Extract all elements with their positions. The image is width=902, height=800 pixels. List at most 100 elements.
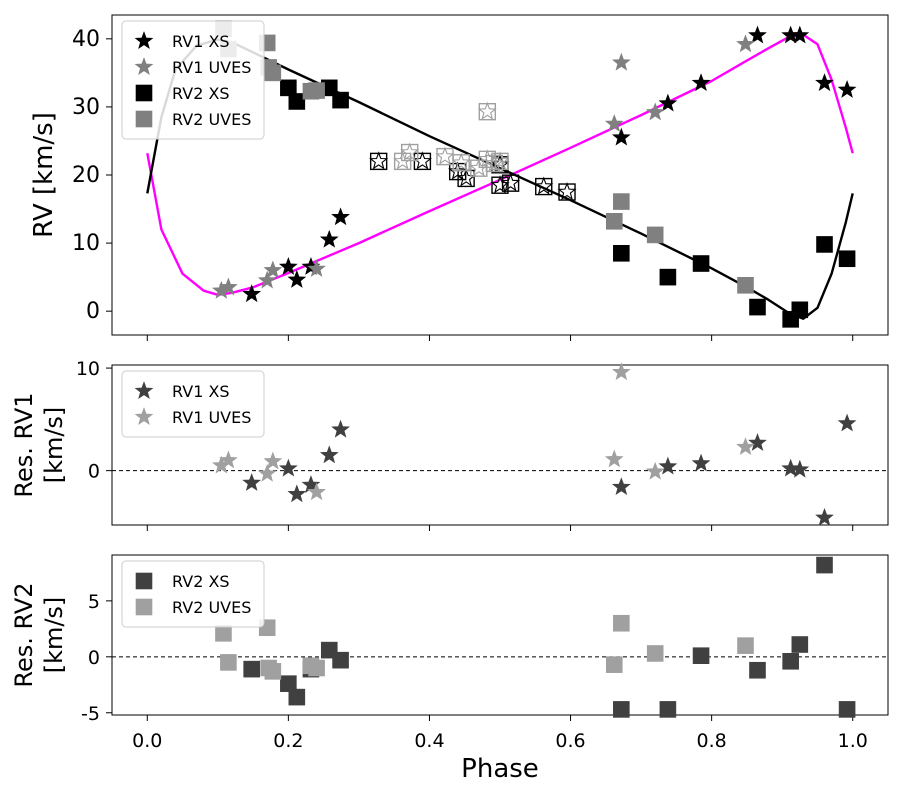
y-axis-label: Res. RV2[km/s]	[10, 582, 68, 687]
plot-frame	[111, 554, 889, 716]
data-point	[242, 284, 262, 303]
data-point	[838, 250, 856, 268]
data-point	[658, 93, 678, 112]
data-point-star	[490, 154, 510, 173]
data-point	[278, 458, 298, 477]
data-point	[264, 663, 282, 680]
data-point	[749, 298, 766, 316]
legend-marker	[135, 84, 153, 102]
data-point	[613, 614, 630, 632]
data-point	[748, 25, 767, 44]
data-point	[613, 244, 630, 262]
data-point	[659, 268, 677, 286]
legend-label: RV1 UVES	[172, 58, 251, 77]
x-tick-label: 0.8	[697, 730, 727, 752]
data-point	[242, 473, 262, 491]
data-point	[748, 433, 767, 451]
data-point-star	[490, 175, 510, 194]
data-point	[243, 660, 260, 678]
y-tick-label: 0	[88, 647, 100, 669]
x-tick-label: 0.0	[132, 730, 162, 752]
data-point-star	[451, 152, 471, 171]
data-point	[791, 301, 809, 319]
x-axis-label: Phase	[461, 754, 539, 784]
data-point	[816, 556, 833, 574]
data-point	[307, 482, 326, 501]
data-point	[307, 259, 326, 277]
data-point	[646, 645, 664, 662]
data-point	[490, 175, 510, 194]
legend-marker	[134, 381, 154, 399]
data-point-star	[400, 142, 420, 161]
data-point	[613, 701, 630, 718]
y-tick-label: 10	[76, 358, 100, 380]
data-point-star	[435, 146, 455, 165]
data-point	[658, 456, 678, 475]
rv-panel: 0 10 20 30 40 RV [km/s] RV1 XS RV1 UVES RV2 XS RV…	[29, 14, 889, 341]
data-point	[332, 91, 349, 109]
legend-marker	[134, 57, 154, 75]
y-tick-label: 0	[88, 461, 100, 483]
x-tick-label: 0.2	[273, 730, 303, 752]
data-point	[490, 151, 510, 171]
data-point	[215, 625, 232, 642]
data-point	[435, 146, 455, 166]
data-point	[534, 176, 554, 196]
data-point	[484, 153, 504, 173]
data-point	[263, 260, 283, 279]
data-point-star	[490, 151, 510, 170]
data-point	[331, 419, 350, 438]
legend-label: RV2 UVES	[172, 110, 251, 129]
data-point	[837, 80, 857, 98]
data-point	[308, 82, 325, 99]
data-point	[288, 688, 306, 706]
data-point	[288, 93, 306, 110]
y-axis-label-line: [km/s]	[40, 407, 68, 484]
data-point-star	[477, 101, 497, 120]
data-point	[604, 449, 624, 468]
rv1-model-curve	[146, 33, 854, 296]
data-point	[220, 654, 237, 671]
legend-label: RV2 UVES	[172, 598, 251, 617]
data-point	[501, 173, 521, 192]
legend-marker	[135, 110, 153, 128]
data-point-star	[469, 158, 489, 177]
data-point	[369, 151, 389, 171]
data-point	[219, 277, 238, 296]
data-point	[645, 102, 665, 121]
data-point	[691, 73, 711, 92]
data-point	[263, 451, 283, 470]
data-point	[749, 661, 766, 679]
data-point	[790, 25, 810, 44]
data-point	[611, 477, 631, 496]
x-tick-label: 0.6	[555, 730, 585, 752]
data-point-star	[393, 151, 413, 170]
data-point-star	[501, 173, 521, 192]
data-point	[611, 52, 631, 71]
y-tick-label: 5	[88, 591, 100, 613]
data-point-star	[557, 181, 577, 201]
y-tick-label: 10	[72, 231, 100, 256]
data-point	[737, 276, 754, 294]
res-rv2-panel: 0.0 0.2 0.4 0.6 0.8 1.0 -5 0 5 Res. RV2[km/s] Phas…	[10, 554, 889, 784]
data-point	[815, 507, 834, 526]
data-point-star	[412, 151, 432, 170]
data-point	[257, 270, 277, 289]
legend-marker	[134, 407, 154, 425]
data-point	[308, 659, 325, 677]
data-point	[287, 484, 307, 503]
data-point	[691, 453, 711, 472]
data-point	[319, 445, 339, 464]
data-point	[280, 79, 297, 97]
data-point	[781, 458, 801, 477]
y-axis-label-line: [km/s]	[40, 597, 68, 674]
y-tick-label: 40	[72, 27, 100, 52]
data-point	[393, 151, 413, 171]
legend-marker	[135, 598, 153, 616]
legend-box	[121, 20, 265, 140]
data-point	[605, 656, 623, 673]
data-point-star	[369, 151, 389, 170]
data-point	[278, 257, 298, 275]
data-point	[816, 236, 833, 253]
data-point	[301, 475, 321, 493]
